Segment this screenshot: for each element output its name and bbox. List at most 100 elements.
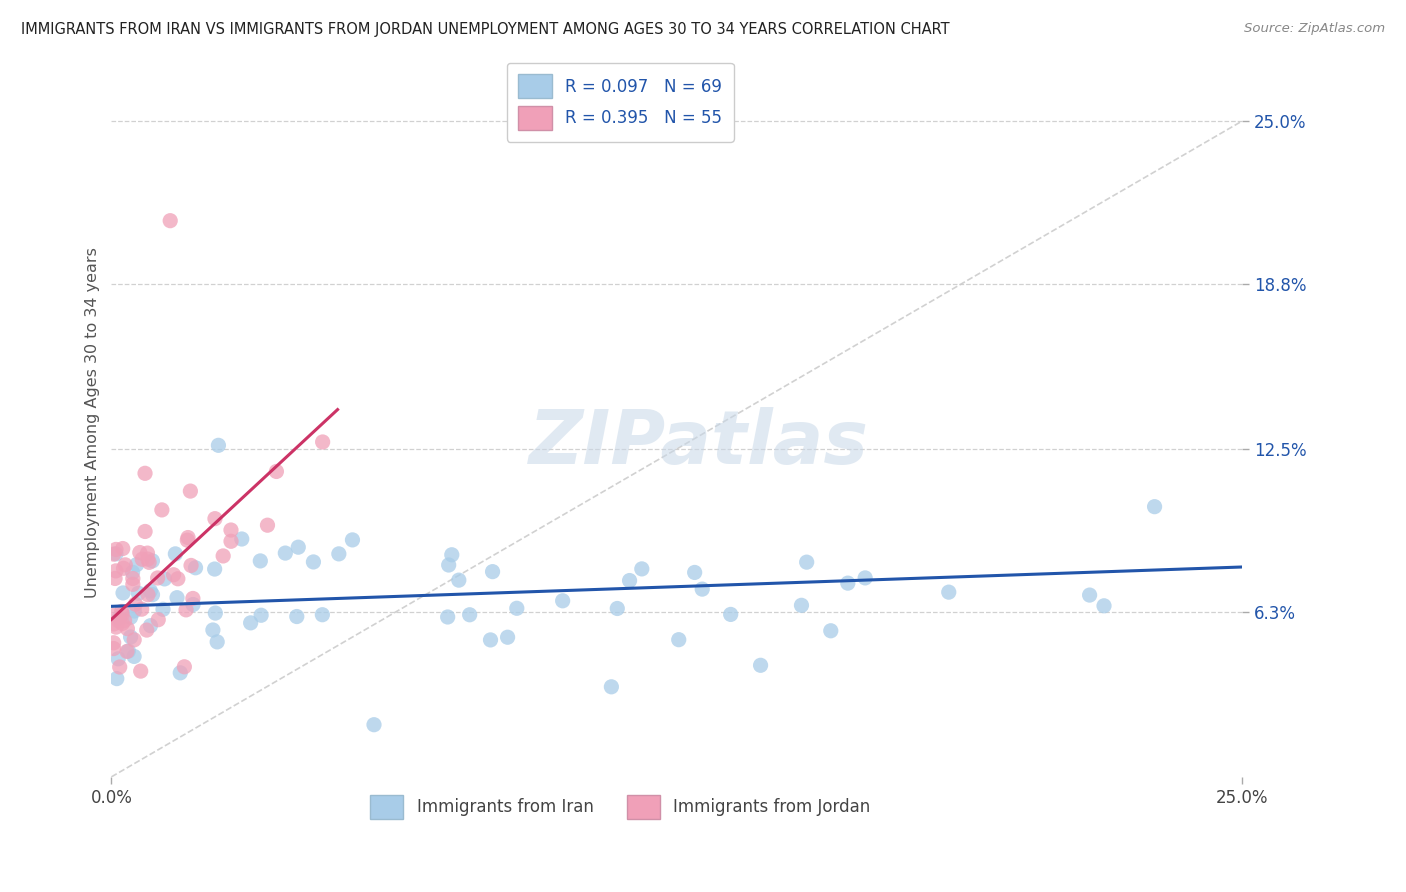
Point [720,607,742,622]
Point [820,624,842,638]
Point [181,591,204,606]
Y-axis label: Unemployment Among Ages 30 to 34 years: Unemployment Among Ages 30 to 34 years [86,247,100,599]
Point [668,632,690,647]
Point [120,610,142,624]
Point [204,511,226,525]
Point [105,672,128,686]
Point [115,644,138,658]
Point [506,601,529,615]
Point [796,555,818,569]
Point [311,434,333,449]
Point [239,615,262,630]
Point [139,618,162,632]
Point [124,597,146,611]
Point [131,602,153,616]
Point [938,585,960,599]
Point [630,562,652,576]
Point [177,531,200,545]
Point [219,534,242,549]
Point [181,598,204,612]
Point [148,613,170,627]
Point [436,610,458,624]
Point [114,614,136,628]
Point [152,602,174,616]
Point [141,588,163,602]
Point [166,591,188,605]
Point [111,616,134,631]
Point [108,611,131,625]
Point [205,635,228,649]
Point [342,533,364,547]
Point [266,465,288,479]
Point [107,652,129,666]
Point [111,607,134,622]
Point [600,680,623,694]
Point [165,547,187,561]
Point [179,484,201,499]
Point [481,565,503,579]
Point [837,576,859,591]
Point [328,547,350,561]
Point [117,622,139,636]
Point [853,571,876,585]
Point [134,524,156,539]
Point [683,566,706,580]
Point [231,532,253,546]
Point [159,213,181,227]
Point [204,562,226,576]
Point [790,599,813,613]
Point [496,630,519,644]
Point [440,548,463,562]
Point [104,564,127,578]
Point [176,533,198,548]
Point [274,546,297,560]
Point [103,641,125,656]
Point [111,604,134,618]
Point [146,571,169,585]
Point [287,540,309,554]
Point [447,573,470,587]
Point [139,583,162,598]
Point [212,549,235,563]
Legend: Immigrants from Iran, Immigrants from Jordan: Immigrants from Iran, Immigrants from Jo… [363,789,877,825]
Text: ZIPatlas: ZIPatlas [530,408,869,481]
Point [125,558,148,572]
Point [311,607,333,622]
Point [103,547,125,561]
Point [103,617,125,632]
Point [114,558,136,572]
Point [256,518,278,533]
Point [134,467,156,481]
Text: Source: ZipAtlas.com: Source: ZipAtlas.com [1244,22,1385,36]
Point [201,623,224,637]
Point [285,609,308,624]
Point [105,620,128,634]
Point [363,717,385,731]
Point [1078,588,1101,602]
Point [162,567,184,582]
Point [184,561,207,575]
Point [107,614,129,628]
Point [112,561,135,575]
Point [128,545,150,559]
Point [121,566,143,580]
Point [1143,500,1166,514]
Point [117,644,139,658]
Point [108,660,131,674]
Point [153,572,176,586]
Point [1092,599,1115,613]
Point [136,588,159,602]
Point [180,558,202,573]
Point [551,594,574,608]
Point [173,660,195,674]
Point [122,649,145,664]
Point [166,572,188,586]
Point [121,577,143,591]
Point [121,572,143,586]
Point [104,547,127,561]
Point [138,555,160,569]
Point [129,664,152,678]
Point [619,574,641,588]
Point [169,665,191,680]
Point [204,606,226,620]
